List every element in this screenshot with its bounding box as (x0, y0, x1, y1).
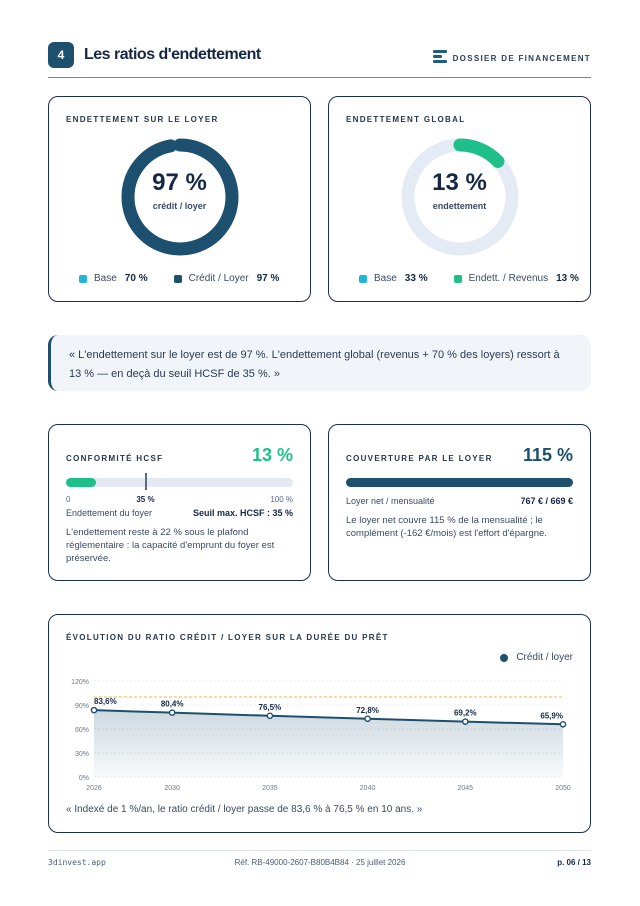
y-tick-label: 0% (79, 775, 89, 782)
x-tick-label: 2050 (555, 785, 571, 792)
donut-legend: Base 70 % Crédit / Loyer 97 % (79, 273, 279, 284)
legend-label: Crédit / loyer (516, 652, 573, 663)
page-header: 4 Les ratios d'endettement DOSSIER DE FI… (48, 42, 591, 78)
chart-note: « Indexé de 1 %/an, le ratio crédit / lo… (66, 804, 423, 815)
card-title: COUVERTURE PAR LE LOYER (346, 454, 493, 463)
y-tick-label: 30% (75, 751, 89, 758)
legend-value: 33 % (404, 273, 428, 284)
row-label: Loyer net / mensualité (346, 496, 435, 506)
legend-dot (500, 653, 509, 662)
donut-card-loyer: ENDETTEMENT SUR LE LOYER 97 % crédit / l… (48, 96, 311, 302)
scale-threshold: 35 % (136, 495, 155, 504)
row-label: Endettement du foyer (66, 508, 153, 518)
couverture-value: 115 % (522, 445, 573, 465)
legend-value: 70 % (124, 273, 148, 284)
legend-label: Base (374, 273, 397, 284)
footer-page: p. 06 / 13 (557, 858, 591, 867)
donut-value: 97 % (152, 169, 207, 196)
ratio-chart-card: ÉVOLUTION DU RATIO CRÉDIT / LOYER SUR LA… (48, 614, 591, 833)
chart-title: ÉVOLUTION DU RATIO CRÉDIT / LOYER SUR LA… (66, 633, 389, 642)
legend-value: 97 % (256, 273, 280, 284)
couverture-progress-fill (346, 478, 573, 487)
legend-label: Endett. / Revenus (468, 273, 549, 284)
ratio-line-chart: 0% 30% 60% 90% 120% 2026 2030 2035 2040 2045 2050 8… (71, 679, 571, 792)
summary-quote: « L'endettement sur le loyer est de 97 %… (48, 335, 591, 391)
donut-arc (121, 138, 239, 256)
couverture-card: COUVERTURE PAR LE LOYER 115 % Loyer net … (328, 424, 591, 581)
data-point (168, 709, 176, 716)
hcsf-description: L'endettement reste à 22 % sous le plafo… (66, 527, 275, 564)
hcsf-card: CONFORMITÉ HCSF 13 % 0 35 % 100 % Endett… (48, 424, 311, 581)
couverture-progress-track (346, 478, 573, 487)
x-tick-label: 2035 (262, 785, 278, 792)
card-title: CONFORMITÉ HCSF (66, 454, 164, 463)
data-point (90, 706, 98, 714)
couverture-row: Loyer net / mensualité 767 € / 669 € (346, 496, 573, 506)
hcsf-progress-track (66, 473, 293, 490)
scale-min: 0 (66, 495, 71, 504)
y-tick-label: 120% (71, 679, 89, 686)
donut-caption: endettement (432, 201, 487, 211)
data-point (461, 718, 469, 725)
section-number: 4 (48, 42, 74, 68)
y-tick-label: 90% (75, 703, 89, 710)
data-point (266, 712, 274, 720)
scale-max: 100 % (270, 495, 293, 504)
legend-swatch (173, 274, 182, 283)
donut-caption: crédit / loyer (152, 201, 207, 211)
brand-label: DOSSIER DE FINANCEMENT (452, 54, 591, 63)
area-fill (94, 710, 563, 777)
x-tick-label: 2026 (86, 785, 102, 792)
hcsf-value: 13 % (251, 445, 293, 465)
data-label: 80,4% (161, 700, 184, 709)
row-value: Seuil max. HCSF : 35 % (192, 508, 293, 518)
data-label: 83,6% (94, 697, 117, 706)
donut-value: 13 % (432, 169, 487, 196)
x-tick-label: 2045 (458, 785, 474, 792)
card-title: ENDETTEMENT SUR LE LOYER (66, 115, 219, 124)
row-value: 767 € / 669 € (520, 496, 573, 506)
legend-swatch (359, 274, 367, 283)
x-tick-label: 2040 (360, 785, 376, 792)
page-title: Les ratios d'endettement (84, 46, 261, 63)
donut-card-global: ENDETTEMENT GLOBAL 13 % endettement Base… (328, 96, 591, 302)
footer-divider (48, 850, 591, 851)
donut-chart-global (401, 138, 519, 256)
brand-logo-icon (433, 50, 447, 64)
donut-arc (401, 138, 519, 256)
hcsf-progress-fill (66, 478, 96, 487)
legend-swatch (79, 274, 87, 283)
data-label: 65,9% (540, 711, 563, 720)
card-title: ENDETTEMENT GLOBAL (346, 115, 466, 124)
couverture-description: Le loyer net couvre 115 % de la mensuali… (346, 515, 547, 539)
hcsf-scale: 0 35 % 100 % (66, 495, 293, 507)
donut-chart-loyer (121, 138, 239, 256)
legend-label: Base (94, 273, 117, 284)
hcsf-row: Endettement du foyer Seuil max. HCSF : 3… (66, 508, 293, 518)
data-label: 69,2% (454, 709, 477, 718)
x-tick-label: 2030 (164, 785, 180, 792)
y-tick-label: 60% (75, 727, 89, 734)
chart-legend: Crédit / loyer (500, 652, 573, 663)
data-label: 76,5% (259, 703, 282, 712)
data-point (559, 720, 567, 728)
donut-legend: Base 33 % Endett. / Revenus 13 % (359, 273, 579, 284)
legend-swatch (453, 274, 462, 283)
footer-reference: Réf. RB-49000-2607-B80B4B84 · 25 juillet… (234, 858, 406, 867)
series-line (93, 709, 564, 726)
data-point (364, 715, 371, 723)
legend-value: 13 % (556, 273, 579, 284)
hcsf-threshold-marker (145, 473, 147, 490)
footer-site: 3dinvest.app (48, 858, 106, 867)
header-divider (48, 77, 591, 78)
data-label: 72,8% (356, 706, 379, 715)
legend-label: Crédit / Loyer (188, 273, 249, 284)
